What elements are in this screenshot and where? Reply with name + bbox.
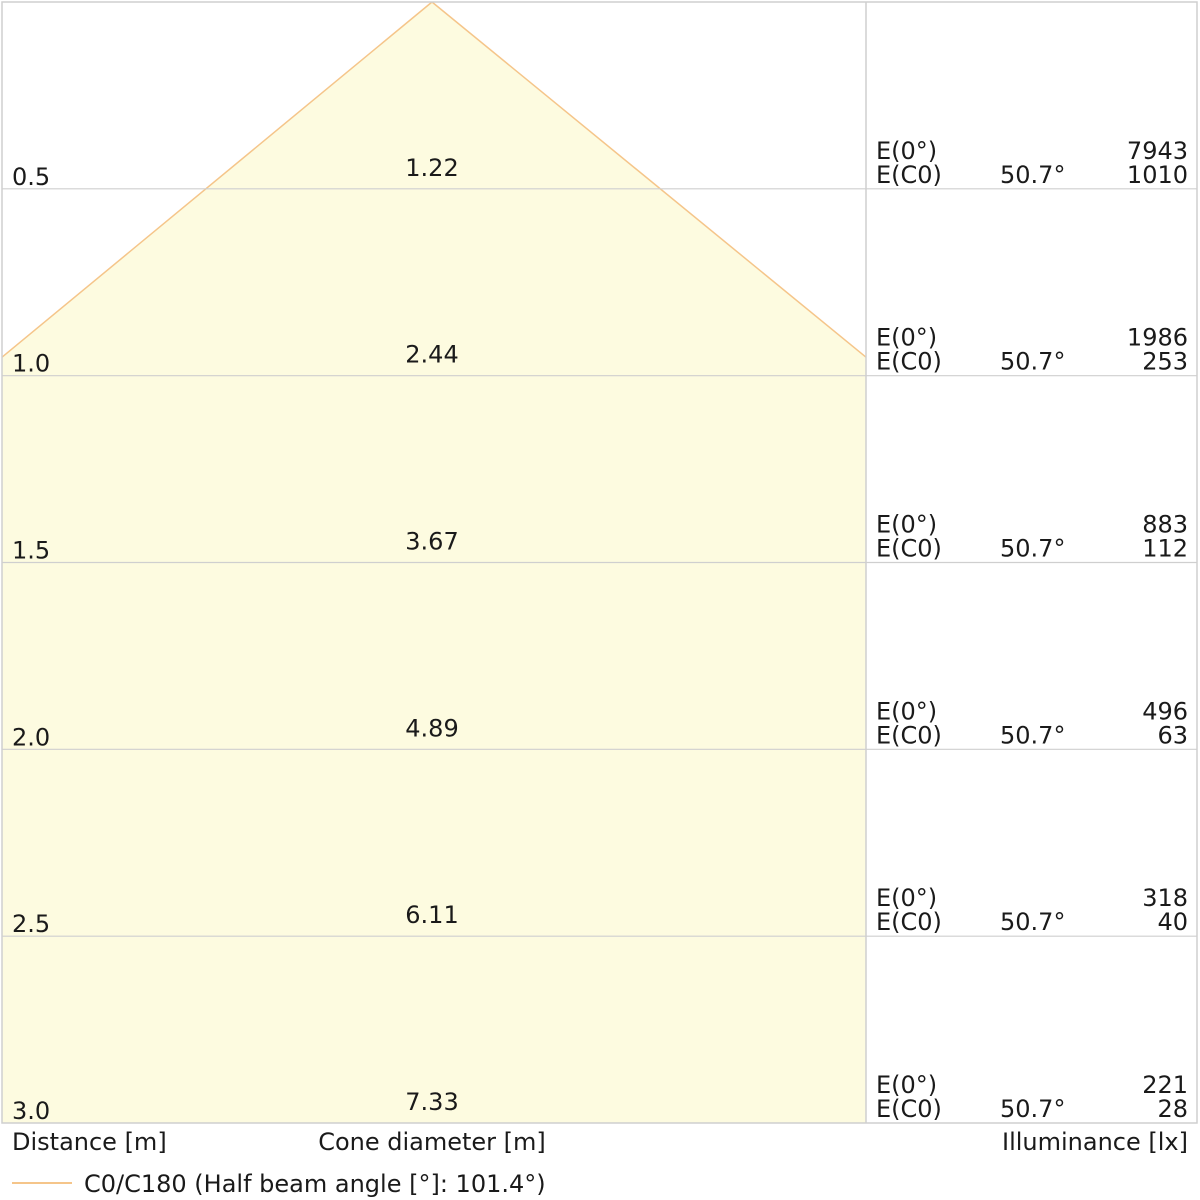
- e0-label: E(0°): [876, 884, 937, 912]
- cone-diameter-label: 2.44: [405, 341, 458, 369]
- beam-angle-label: 50.7°: [1000, 721, 1065, 749]
- distance-label: 2.0: [12, 723, 50, 751]
- cone-diameter-label: 7.33: [405, 1088, 458, 1116]
- beam-angle-label: 50.7°: [1000, 535, 1065, 563]
- legend-label: C0/C180 (Half beam angle [°]: 101.4°): [84, 1170, 546, 1198]
- e0-label: E(0°): [876, 511, 937, 539]
- cone-edge-left: [1, 1, 433, 358]
- distance-label: 3.0: [12, 1097, 50, 1125]
- e0-value: 883: [1142, 511, 1188, 539]
- e0-value: 221: [1142, 1071, 1188, 1099]
- ec0-value: 40: [1157, 908, 1188, 936]
- ec0-label: E(C0): [876, 161, 942, 189]
- e0-label: E(0°): [876, 137, 937, 165]
- cone-edge-right: [431, 1, 867, 358]
- distance-label: 2.5: [12, 910, 50, 938]
- beam-angle-label: 50.7°: [1000, 908, 1065, 936]
- ec0-label: E(C0): [876, 535, 942, 563]
- ec0-label: E(C0): [876, 908, 942, 936]
- e0-value: 496: [1142, 697, 1188, 725]
- distance-label: 1.5: [12, 537, 50, 565]
- beam-angle-label: 50.7°: [1000, 161, 1065, 189]
- e0-value: 7943: [1127, 137, 1188, 165]
- distance-axis-label: Distance [m]: [12, 1128, 167, 1156]
- e0-value: 1986: [1127, 324, 1188, 352]
- distance-label: 1.0: [12, 350, 50, 378]
- cone-diameter-label: 4.89: [405, 714, 458, 742]
- e0-label: E(0°): [876, 324, 937, 352]
- cone-diameter-label: 6.11: [405, 901, 458, 929]
- ec0-value: 1010: [1127, 161, 1188, 189]
- ec0-value: 63: [1157, 721, 1188, 749]
- cone-diameter-label: 3.67: [405, 528, 458, 556]
- ec0-label: E(C0): [876, 348, 942, 376]
- ec0-value: 253: [1142, 348, 1188, 376]
- beam-angle-label: 50.7°: [1000, 1095, 1065, 1123]
- grid-layer: [1, 1, 1198, 1124]
- e0-label: E(0°): [876, 697, 937, 725]
- e0-label: E(0°): [876, 1071, 937, 1099]
- ec0-value: 28: [1157, 1095, 1188, 1123]
- ec0-label: E(C0): [876, 721, 942, 749]
- beam-angle-label: 50.7°: [1000, 348, 1065, 376]
- illuminance-axis-label: Illuminance [lx]: [1002, 1128, 1188, 1156]
- distance-label: 0.5: [12, 163, 50, 191]
- ec0-label: E(C0): [876, 1095, 942, 1123]
- e0-value: 318: [1142, 884, 1188, 912]
- cone-diameter-axis-label: Cone diameter [m]: [318, 1128, 546, 1156]
- ec0-value: 112: [1142, 535, 1188, 563]
- cone-diameter-label: 1.22: [405, 154, 458, 182]
